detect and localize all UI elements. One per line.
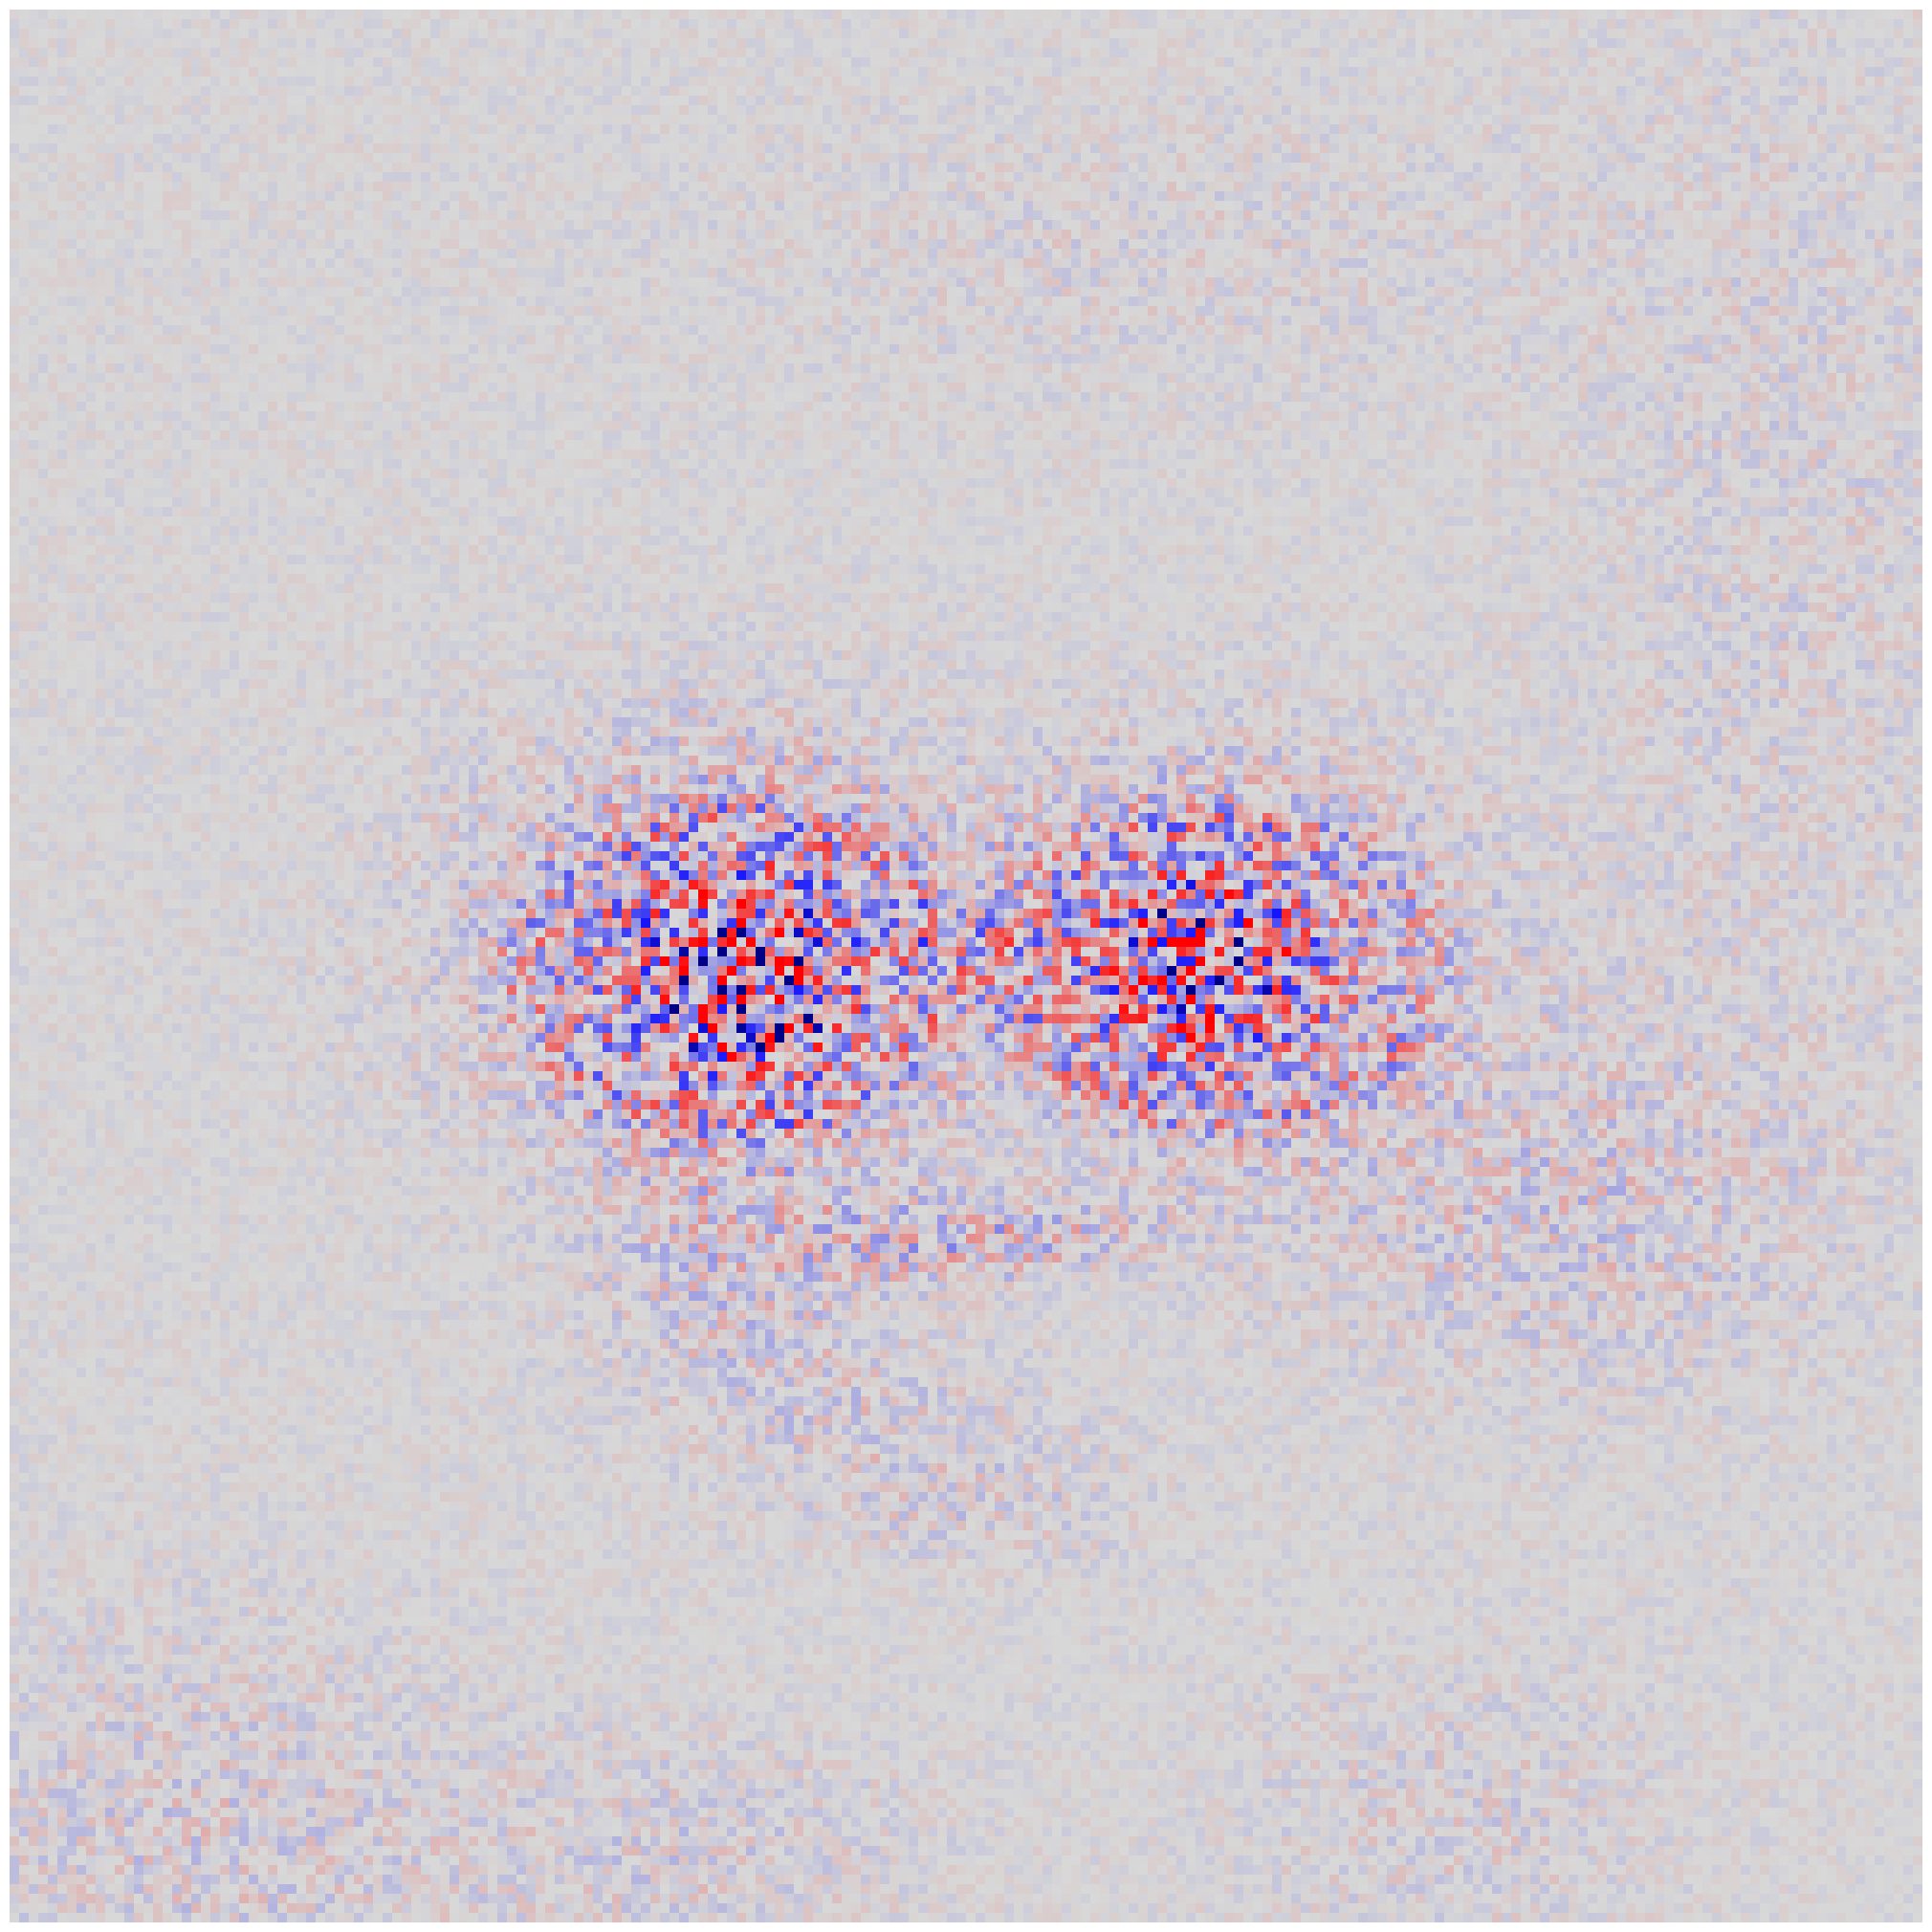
- attribution-heatmap: [10, 10, 1922, 1922]
- heatmap-pixels: [10, 10, 1922, 1922]
